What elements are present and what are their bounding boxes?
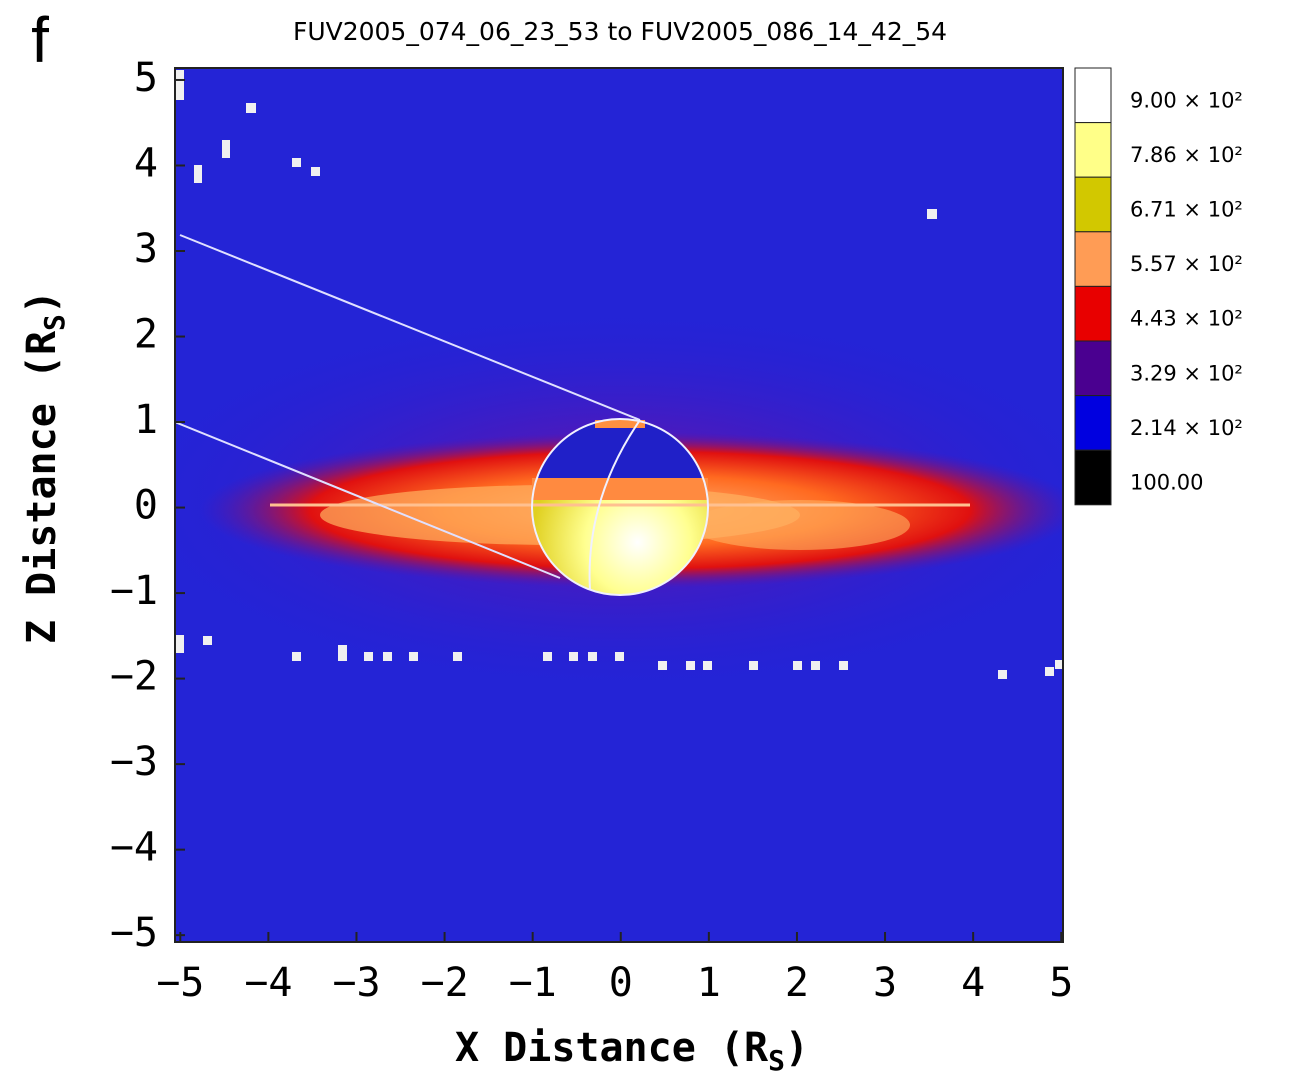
y-axis-label-text: Z Distance (R xyxy=(19,330,65,644)
x-axis-label: X Distance (RS) xyxy=(455,1025,809,1077)
colorbar-swatch xyxy=(1074,395,1112,451)
heatmap-image xyxy=(175,68,1063,942)
x-tick-label: 3 xyxy=(873,960,897,1006)
x-tick-label: −4 xyxy=(244,960,292,1006)
x-axis-label-sub: S xyxy=(768,1044,785,1077)
y-tick-label: 5 xyxy=(134,55,158,101)
x-tick-label: 5 xyxy=(1049,960,1073,1006)
x-axis-label-end: ) xyxy=(785,1025,809,1071)
y-tick-label: −2 xyxy=(110,654,158,700)
x-axis-label-text: X Distance (R xyxy=(455,1025,769,1071)
plot-frame xyxy=(174,67,1064,943)
x-tick-label: 1 xyxy=(697,960,721,1006)
colorbar-swatch xyxy=(1074,176,1112,233)
y-tick-label: 1 xyxy=(134,397,158,443)
colorbar-label: 9.00 × 10² xyxy=(1130,88,1243,112)
x-tick-label: −5 xyxy=(156,960,204,1006)
colorbar-swatch xyxy=(1074,122,1112,178)
x-tick-label: −2 xyxy=(420,960,468,1006)
chart-title: FUV2005_074_06_23_53 to FUV2005_086_14_4… xyxy=(293,17,947,46)
colorbar-swatch xyxy=(1074,67,1112,124)
colorbar-label: 2.14 × 10² xyxy=(1130,416,1243,440)
x-tick-label: −1 xyxy=(509,960,557,1006)
x-tick-label: −3 xyxy=(332,960,380,1006)
colorbar-swatch xyxy=(1074,340,1112,397)
colorbar-swatch xyxy=(1074,285,1112,342)
y-tick-label: −5 xyxy=(110,910,158,956)
x-tick-label: 0 xyxy=(609,960,633,1006)
colorbar-label: 7.86 × 10² xyxy=(1130,143,1243,167)
colorbar-label: 4.43 × 10² xyxy=(1130,307,1243,331)
y-tick-label: 0 xyxy=(134,483,158,529)
y-tick-label: 2 xyxy=(134,312,158,358)
colorbar-swatch xyxy=(1074,231,1112,287)
y-tick-label: −1 xyxy=(110,568,158,614)
colorbar-label: 100.00 xyxy=(1130,471,1203,495)
y-axis-label-end: ) xyxy=(19,290,65,314)
y-tick-label: −3 xyxy=(110,739,158,785)
colorbar-label: 5.57 × 10² xyxy=(1130,252,1243,276)
y-axis-label-sub: S xyxy=(38,314,71,331)
colorbar-label: 6.71 × 10² xyxy=(1130,198,1243,222)
y-tick-label: 4 xyxy=(134,140,158,186)
colorbar-swatch xyxy=(1074,449,1112,506)
x-tick-label: 2 xyxy=(785,960,809,1006)
y-axis-label: Z Distance (RS) xyxy=(19,290,71,644)
panel-label: f xyxy=(31,4,49,76)
x-tick-label: 4 xyxy=(961,960,985,1006)
colorbar-label: 3.29 × 10² xyxy=(1130,361,1243,385)
y-tick-label: −4 xyxy=(110,825,158,871)
y-tick-label: 3 xyxy=(134,226,158,272)
